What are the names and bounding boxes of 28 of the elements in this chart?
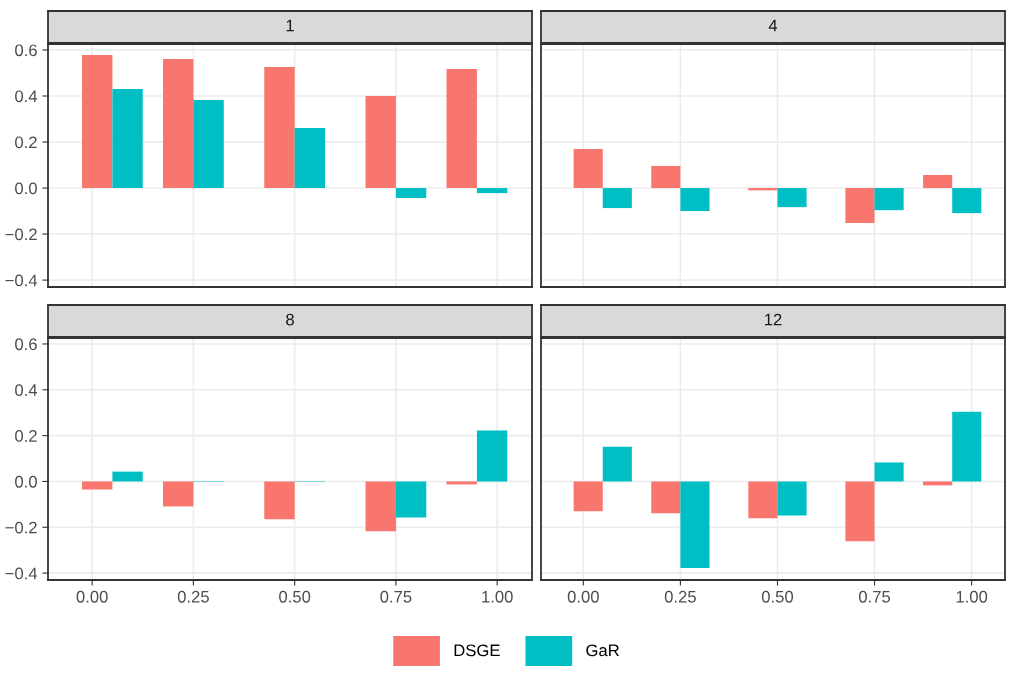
y-tick-label: −0.4 — [5, 567, 38, 580]
y-tick-label: −0.2 — [5, 228, 37, 241]
x-tick-label: 0.25 — [177, 590, 209, 603]
x-tick-label: 0.75 — [380, 590, 412, 603]
x-tick-label: 0.50 — [279, 590, 311, 603]
y-tick-label: 0.0 — [15, 475, 37, 488]
y-tick-label: 0.0 — [15, 182, 37, 195]
y-tick-label: −0.4 — [5, 274, 38, 287]
x-tick-label: 1.00 — [482, 590, 513, 603]
chart-title: 1 — [286, 19, 294, 32]
chart-title: 8 — [286, 313, 294, 326]
y-tick-label: 0.4 — [15, 90, 38, 103]
x-tick-label: 1.00 — [956, 590, 988, 603]
y-tick-label: −0.2 — [5, 521, 37, 534]
y-tick-label: 0.2 — [15, 430, 37, 442]
y-tick-label: 0.6 — [15, 338, 37, 351]
chart-title: 12 — [765, 313, 782, 326]
y-tick-label: 0.2 — [15, 136, 37, 149]
x-tick-label: 0.00 — [76, 590, 108, 603]
legend-label: GaR — [586, 644, 619, 657]
y-tick-label: 0.6 — [15, 44, 37, 57]
x-tick-label: 0.25 — [664, 590, 696, 603]
x-tick-label: 0.75 — [858, 590, 891, 603]
x-tick-label: 0.00 — [567, 590, 599, 603]
chart-title: 4 — [768, 19, 778, 32]
y-tick-label: 0.4 — [15, 384, 38, 396]
x-tick-label: 0.50 — [761, 590, 794, 603]
legend-label: DSGE — [454, 644, 500, 657]
